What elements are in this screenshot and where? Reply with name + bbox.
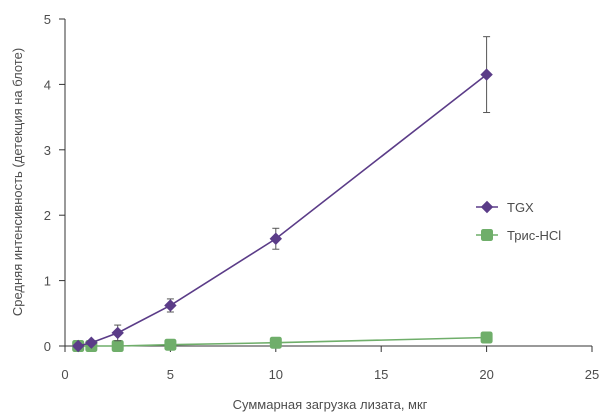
data-point	[480, 68, 493, 81]
y-tick-label: 1	[44, 274, 51, 289]
series-line	[77, 73, 488, 347]
y-tick-label: 3	[44, 143, 51, 158]
series-tgx	[71, 36, 493, 353]
x-tick-label: 25	[585, 367, 599, 382]
y-tick-label: 4	[44, 77, 51, 92]
y-tick-label: 5	[44, 12, 51, 27]
y-tick-label: 2	[44, 208, 51, 223]
x-tick-label: 5	[167, 367, 174, 382]
data-point	[480, 331, 493, 344]
x-tick-label: 15	[374, 367, 388, 382]
legend-label: TGX	[507, 200, 534, 215]
x-tick-label: 20	[479, 367, 493, 382]
data-point	[71, 339, 85, 353]
data-point	[269, 232, 283, 245]
axes: 0 5 10 15 20 25 0 1 2 3 4 5	[44, 12, 599, 382]
legend: TGX Трис-HCl	[476, 200, 561, 243]
series-layer	[71, 36, 493, 353]
x-tick-label: 10	[269, 367, 283, 382]
data-point	[164, 299, 177, 312]
series-line	[78, 336, 487, 347]
y-axis-title: Средняя интенсивность (детекция на блоте…	[10, 48, 25, 316]
data-point	[269, 336, 282, 349]
legend-marker	[480, 200, 494, 214]
legend-item: TGX	[476, 200, 534, 215]
y-tick-label: 0	[44, 339, 51, 354]
legend-marker	[481, 229, 493, 241]
x-tick-label: 0	[61, 367, 68, 382]
data-point	[111, 326, 124, 340]
legend-item: Трис-HCl	[476, 228, 561, 243]
data-point	[111, 340, 124, 352]
series-tris-hcl	[72, 331, 493, 352]
data-point	[164, 338, 177, 351]
x-axis-title: Суммарная загрузка лизата, мкг	[233, 397, 428, 412]
legend-label: Трис-HCl	[507, 228, 561, 243]
data-point	[85, 336, 98, 349]
